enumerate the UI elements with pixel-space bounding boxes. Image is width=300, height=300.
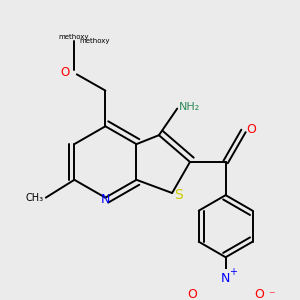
Text: NH₂: NH₂ [178,102,200,112]
Text: +: + [229,267,237,277]
Text: N: N [101,193,110,206]
Text: methoxy: methoxy [79,38,110,44]
Text: O: O [187,288,197,300]
Text: ⁻: ⁻ [268,289,275,300]
Text: CH₃: CH₃ [26,193,44,202]
Text: N: N [221,272,230,285]
Text: O: O [246,123,256,136]
Text: O: O [61,66,70,79]
Text: O: O [254,288,264,300]
Text: S: S [174,188,183,202]
Text: methoxy: methoxy [59,34,89,40]
